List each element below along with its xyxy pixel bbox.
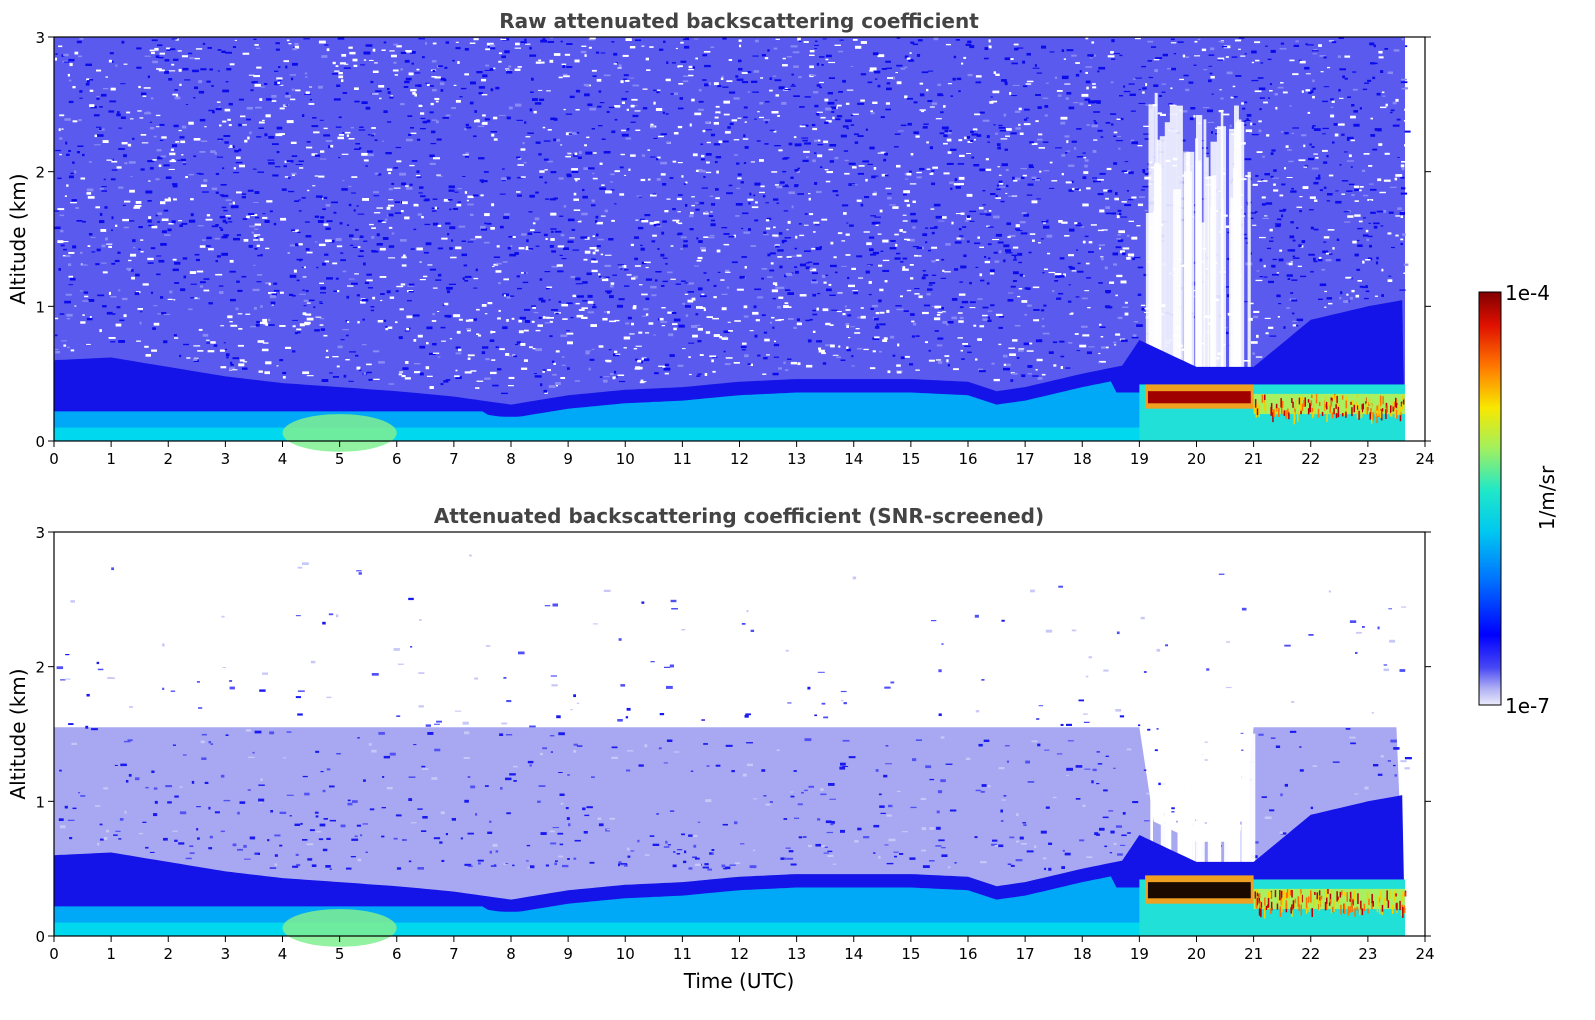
x-tick-label: 9 — [563, 450, 573, 468]
x-tick-label: 15 — [901, 945, 920, 963]
y-tick-label: 3 — [35, 524, 45, 542]
x-tick-label: 15 — [901, 450, 920, 468]
x-tick-label: 3 — [221, 945, 231, 963]
x-tick-label: 22 — [1301, 945, 1320, 963]
x-tick-label: 4 — [278, 450, 288, 468]
x-tick-label: 24 — [1415, 945, 1434, 963]
y-tick-label: 2 — [35, 164, 45, 182]
x-tick-label: 11 — [673, 945, 692, 963]
x-tick-label: 11 — [673, 450, 692, 468]
x-tick-label: 18 — [1073, 450, 1092, 468]
surface-aerosol-patch — [282, 909, 397, 947]
dense-aerosol-layer — [1145, 875, 1254, 904]
x-tick-label: 5 — [335, 450, 345, 468]
x-tick-label: 17 — [1016, 450, 1035, 468]
x-tick-label: 7 — [449, 945, 459, 963]
panel-1-y-label: Altitude (km) — [6, 173, 30, 304]
x-tick-label: 0 — [49, 450, 59, 468]
colorbar-max-label: 1e-4 — [1505, 281, 1550, 305]
panel-1-x-axis: 0 1 2 3 4 5 6 7 8 9 10 11 12 13 14 15 16 17 18 19 20 21 22 23 24 — [49, 441, 1435, 468]
x-tick-label: 17 — [1016, 945, 1035, 963]
x-tick-label: 10 — [616, 450, 635, 468]
x-tick-label: 21 — [1244, 450, 1263, 468]
raw-backscatter-panel: Raw attenuated backscattering coefficien… — [6, 9, 1435, 468]
x-tick-label: 7 — [449, 450, 459, 468]
x-tick-label: 6 — [392, 945, 402, 963]
x-tick-label: 21 — [1244, 945, 1263, 963]
panel-2-plot-area — [54, 532, 1412, 947]
x-tick-label: 8 — [506, 945, 516, 963]
x-tick-label: 2 — [163, 945, 173, 963]
panel-2-y-axis: 0 1 2 3 — [35, 524, 1431, 946]
x-tick-label: 12 — [730, 450, 749, 468]
surface-aerosol-patch — [282, 414, 397, 452]
x-tick-label: 1 — [106, 945, 116, 963]
y-tick-label: 2 — [35, 659, 45, 677]
x-tick-label: 22 — [1301, 450, 1320, 468]
x-tick-label: 1 — [106, 450, 116, 468]
x-tick-label: 23 — [1358, 450, 1377, 468]
x-tick-label: 10 — [616, 945, 635, 963]
x-tick-label: 24 — [1415, 450, 1434, 468]
x-tick-label: 14 — [844, 450, 863, 468]
x-tick-label: 20 — [1187, 945, 1206, 963]
x-tick-label: 23 — [1358, 945, 1377, 963]
colorbar-unit-label: 1/m/sr — [1535, 465, 1559, 530]
x-tick-label: 19 — [1130, 945, 1149, 963]
colorbar: 1e-4 1e-7 1/m/sr — [1478, 281, 1559, 718]
x-tick-label: 13 — [787, 945, 806, 963]
x-tick-label: 4 — [278, 945, 288, 963]
x-tick-label: 16 — [958, 450, 977, 468]
y-tick-label: 3 — [35, 29, 45, 47]
colorbar-min-label: 1e-7 — [1505, 694, 1550, 718]
x-tick-label: 19 — [1130, 450, 1149, 468]
panel-2-title: Attenuated backscattering coefficient (S… — [434, 504, 1044, 528]
x-tick-label: 16 — [958, 945, 977, 963]
noise-speckle — [54, 37, 1411, 395]
y-tick-label: 1 — [35, 298, 45, 316]
signal-extinction-streaks — [1145, 92, 1251, 374]
x-tick-label: 3 — [221, 450, 231, 468]
x-tick-label: 12 — [730, 945, 749, 963]
panel-2-x-label: Time (UTC) — [683, 969, 795, 993]
x-tick-label: 6 — [392, 450, 402, 468]
dense-aerosol-layer — [1145, 384, 1254, 409]
panel-2-x-axis: 0 1 2 3 4 5 6 7 8 9 10 11 12 13 14 15 16 17 18 19 20 21 22 23 24 — [49, 936, 1435, 963]
x-tick-label: 9 — [563, 945, 573, 963]
y-tick-label: 0 — [35, 433, 45, 451]
x-tick-label: 0 — [49, 945, 59, 963]
y-tick-label: 0 — [35, 928, 45, 946]
x-tick-label: 14 — [844, 945, 863, 963]
x-tick-label: 8 — [506, 450, 516, 468]
aerosol-layer-speckle — [1253, 393, 1406, 425]
x-tick-label: 5 — [335, 945, 345, 963]
x-tick-label: 20 — [1187, 450, 1206, 468]
y-tick-label: 1 — [35, 793, 45, 811]
panel-1-y-axis: 0 1 2 3 — [35, 29, 1431, 451]
x-tick-label: 18 — [1073, 945, 1092, 963]
x-tick-label: 13 — [787, 450, 806, 468]
panel-2-y-label: Altitude (km) — [6, 668, 30, 799]
signal-extinction-streaks — [1150, 707, 1256, 869]
snr-screened-backscatter-panel: Attenuated backscattering coefficient (S… — [6, 504, 1435, 993]
aerosol-layer-speckle — [1253, 888, 1407, 919]
colorbar-gradient — [1478, 291, 1502, 706]
panel-1-title: Raw attenuated backscattering coefficien… — [499, 9, 979, 33]
x-tick-label: 2 — [163, 450, 173, 468]
panel-1-plot-area — [54, 37, 1411, 452]
noise-speckle — [56, 554, 1412, 871]
